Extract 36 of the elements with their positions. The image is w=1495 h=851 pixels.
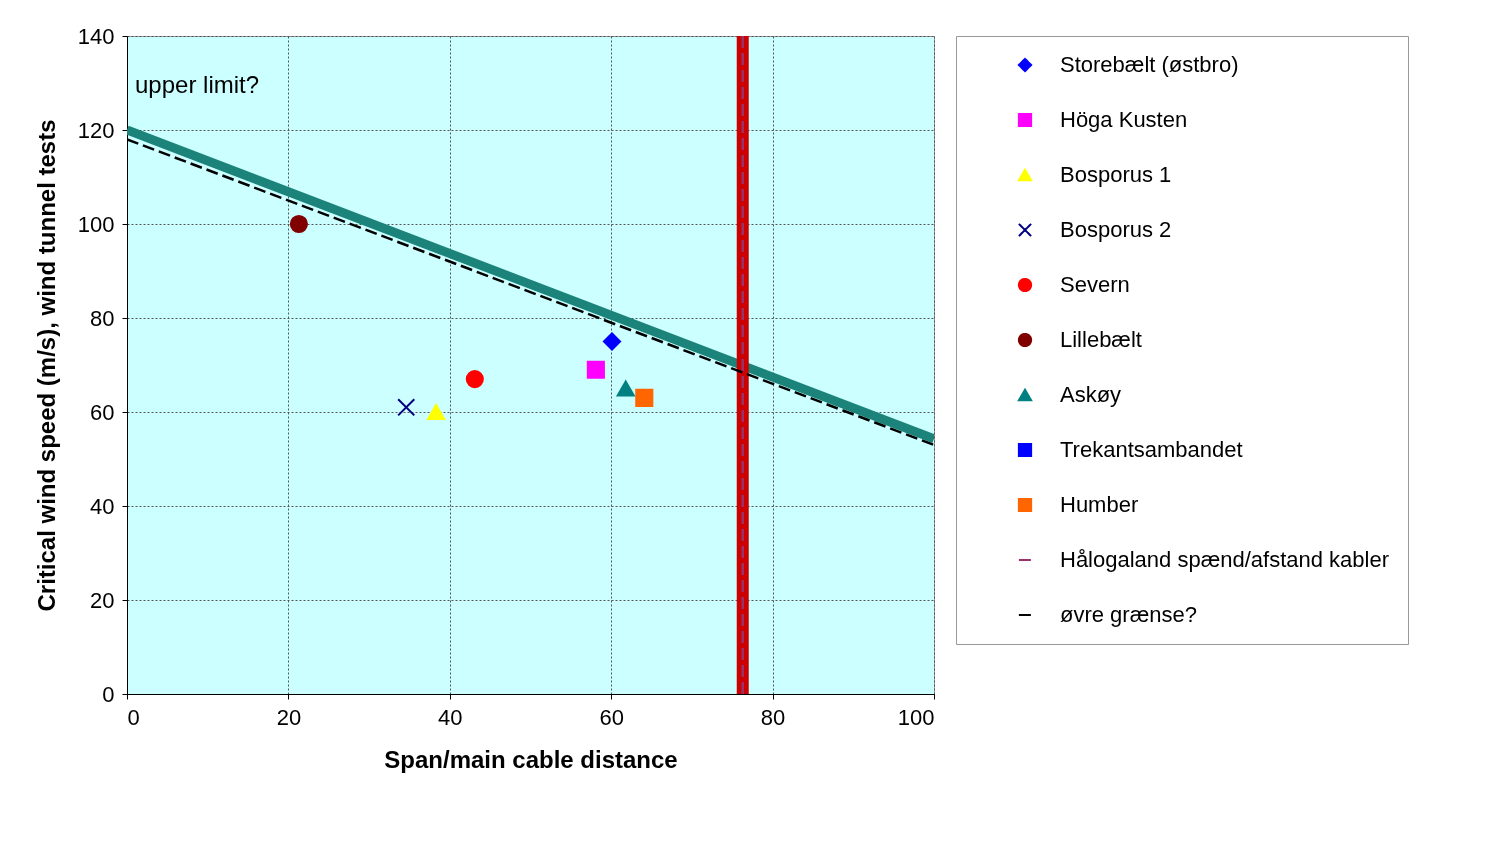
point [427,404,446,420]
annotation: upper limit? [135,71,260,98]
legend-label: Bosporus 1 [1060,162,1172,187]
point [397,398,416,417]
legend-label: Hålogaland spænd/afstand kabler [1060,547,1390,572]
point [602,332,622,351]
point [289,214,308,234]
legend-label: Humber [1060,492,1139,517]
x-tick-label: 40 [438,704,463,730]
legend-label: Bosporus 2 [1060,217,1172,242]
x-tick-label: 0 [127,704,140,730]
x-axis-title: Span/main cable distance [384,745,678,773]
legend-label: Trekantsambandet [1060,437,1243,462]
x-tick-label: 20 [276,704,302,730]
y-axis-title: Critical wind speed (m/s), wind tunnel tests [32,119,60,612]
y-tick-label: 0 [102,681,115,707]
legend-label: øvre grænse? [1060,602,1197,627]
legend-label: Askøy [1060,382,1122,407]
y-tick-label: 140 [77,23,115,49]
point [465,370,484,389]
y-tick-label: 100 [77,211,115,237]
y-tick-label: 120 [77,117,115,143]
x-tick-label: 100 [897,704,935,730]
y-tick-label: 20 [90,587,115,613]
point [635,388,654,407]
legend-label: Höga Kusten [1060,107,1188,132]
point [616,380,635,397]
point [586,360,605,379]
legend-label: Severn [1060,272,1130,297]
x-tick-label: 60 [599,704,624,730]
y-tick-label: 60 [90,399,115,425]
y-tick-label: 80 [90,305,115,331]
legend-label: Storebælt (østbro) [1060,52,1239,77]
x-tick-label: 80 [760,704,786,730]
y-tick-label: 40 [90,493,115,519]
legend-label: Lillebælt [1060,327,1142,352]
